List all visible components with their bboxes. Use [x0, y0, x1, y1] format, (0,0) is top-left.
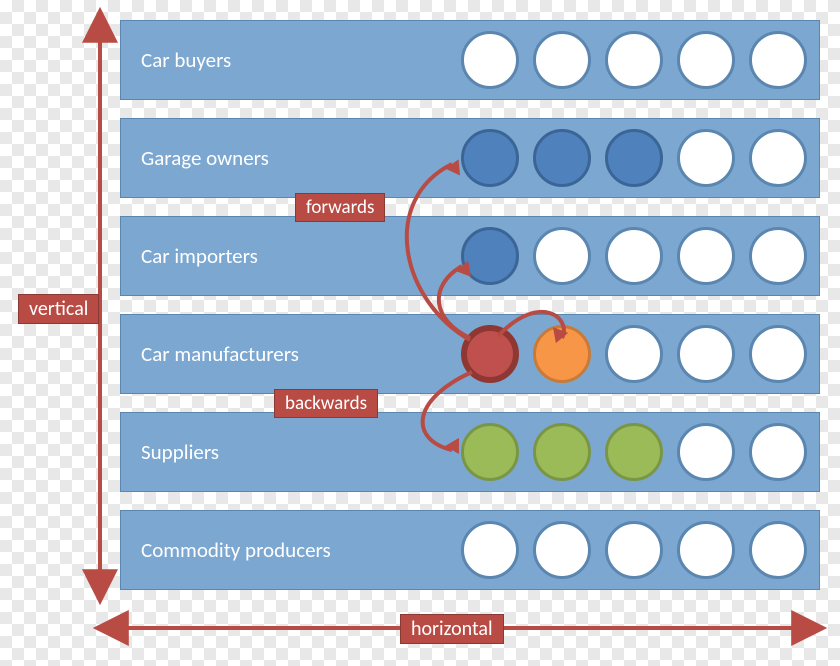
row-2: Car importers	[120, 216, 820, 296]
row-circles	[461, 129, 807, 187]
row-label: Garage owners	[141, 145, 269, 171]
row-0: Car buyers	[120, 20, 820, 100]
row-4: Suppliers	[120, 412, 820, 492]
circle-4-3	[677, 423, 735, 481]
circle-0-2	[605, 31, 663, 89]
backwards-tag: backwards	[274, 389, 378, 418]
circle-4-0	[461, 423, 519, 481]
row-circles	[461, 521, 807, 579]
circle-5-3	[677, 521, 735, 579]
horizontal-axis-label: horizontal	[400, 614, 504, 644]
circle-4-1	[533, 423, 591, 481]
circle-2-3	[677, 227, 735, 285]
row-label: Commodity producers	[141, 537, 331, 563]
row-circles	[461, 227, 807, 285]
circle-3-0	[461, 325, 519, 383]
circle-1-4	[749, 129, 807, 187]
circle-2-2	[605, 227, 663, 285]
circle-5-1	[533, 521, 591, 579]
row-3: Car manufacturers	[120, 314, 820, 394]
forwards-tag: forwards	[295, 193, 385, 222]
row-circles	[461, 325, 807, 383]
circle-3-1	[533, 325, 591, 383]
circle-4-2	[605, 423, 663, 481]
circle-3-3	[677, 325, 735, 383]
row-label: Car manufacturers	[141, 341, 299, 367]
circle-1-3	[677, 129, 735, 187]
circle-2-0	[461, 227, 519, 285]
circle-5-4	[749, 521, 807, 579]
circle-4-4	[749, 423, 807, 481]
circle-1-0	[461, 129, 519, 187]
diagram-stage: Car buyers Garage owners Car importers Car …	[0, 0, 840, 666]
row-circles	[461, 423, 807, 481]
circle-0-3	[677, 31, 735, 89]
row-circles	[461, 31, 807, 89]
vertical-axis-label: vertical	[18, 294, 99, 324]
circle-0-4	[749, 31, 807, 89]
row-label: Car buyers	[141, 47, 231, 73]
circle-1-2	[605, 129, 663, 187]
circle-0-1	[533, 31, 591, 89]
row-1: Garage owners	[120, 118, 820, 198]
row-label: Suppliers	[141, 439, 219, 465]
circle-2-4	[749, 227, 807, 285]
circle-3-4	[749, 325, 807, 383]
circle-1-1	[533, 129, 591, 187]
circle-3-2	[605, 325, 663, 383]
circle-0-0	[461, 31, 519, 89]
circle-5-2	[605, 521, 663, 579]
row-label: Car importers	[141, 243, 258, 269]
circle-2-1	[533, 227, 591, 285]
row-5: Commodity producers	[120, 510, 820, 590]
circle-5-0	[461, 521, 519, 579]
